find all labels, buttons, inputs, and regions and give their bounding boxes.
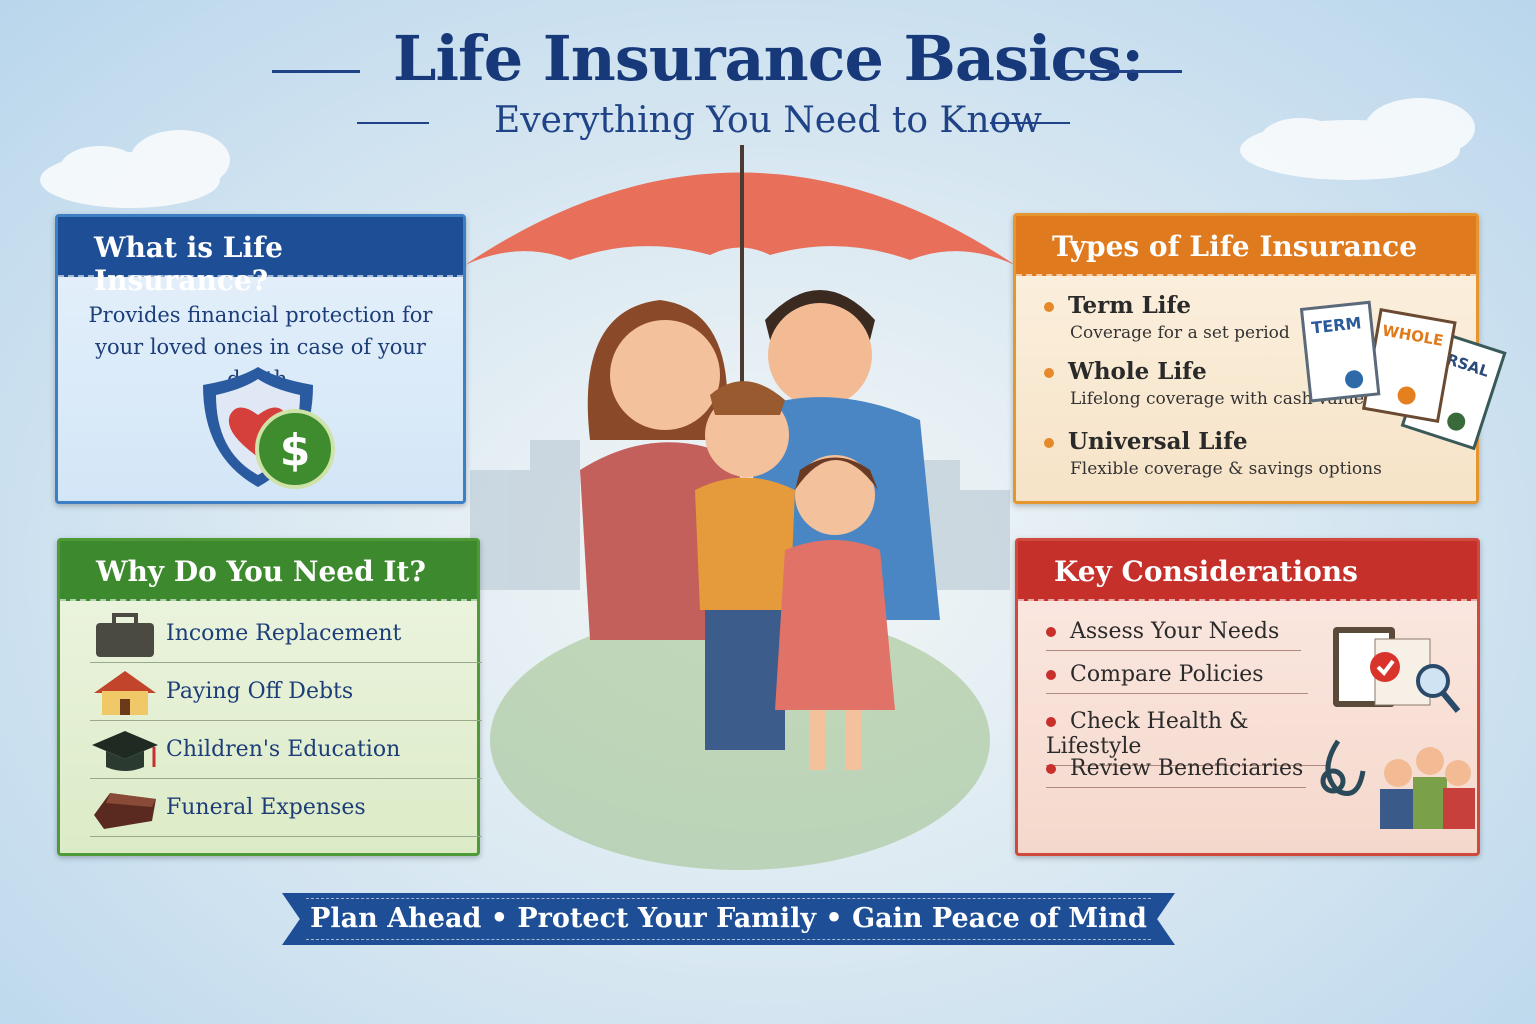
type-universal: Universal Life Flexible coverage & saving… xyxy=(1044,428,1382,479)
shield-heart-dollar-icon: $ xyxy=(203,367,335,489)
why-item-education: Children's Education xyxy=(90,721,482,779)
tagline-banner: Plan Ahead • Protect Your Family • Gain … xyxy=(282,893,1175,945)
type-desc: Coverage for a set period xyxy=(1070,323,1290,343)
why-heading: Why Do You Need It? xyxy=(60,541,477,601)
consideration-label: Check Health & Lifestyle xyxy=(1046,709,1249,759)
subtitle-rule-right xyxy=(990,122,1070,124)
why-item-label: Paying Off Debts xyxy=(166,679,354,704)
type-term: Term Life Coverage for a set period xyxy=(1044,292,1290,343)
type-desc: Lifelong coverage with cash value xyxy=(1070,389,1365,409)
consideration-label: Review Beneficiaries xyxy=(1070,756,1304,781)
consideration-label: Assess Your Needs xyxy=(1070,619,1280,644)
what-is-text: Provides financial protection for your l… xyxy=(88,303,433,391)
title-rule-left xyxy=(272,70,360,73)
tagline-text: Plan Ahead • Protect Your Family • Gain … xyxy=(310,903,1147,934)
casket-icon xyxy=(94,792,156,829)
type-name: Whole Life xyxy=(1068,358,1207,385)
types-card: Types of Life Insurance Term Life Coverag… xyxy=(1013,213,1507,504)
policy-documents-icon: VERSAL WHOLE TERM xyxy=(1299,300,1507,451)
type-whole: Whole Life Lifelong coverage with cash va… xyxy=(1044,358,1364,409)
graduation-cap-icon xyxy=(92,730,158,771)
what-is-heading: What is Life Insurance? xyxy=(58,217,463,297)
clipboard-magnifier-icon xyxy=(1333,627,1461,713)
stethoscope-family-icon xyxy=(1320,739,1475,829)
consideration-label: Compare Policies xyxy=(1070,662,1264,687)
consideration-item: Check Health & Lifestyle xyxy=(1046,709,1326,766)
consideration-item: Review Beneficiaries xyxy=(1046,756,1306,788)
what-is-card: What is Life Insurance? Provides financi… xyxy=(55,214,466,504)
why-item-income: Income Replacement xyxy=(90,605,482,663)
consideration-item: Compare Policies xyxy=(1046,662,1308,694)
why-item-debts: Paying Off Debts xyxy=(90,663,482,721)
type-name: Term Life xyxy=(1068,292,1192,319)
types-heading: Types of Life Insurance xyxy=(1016,216,1476,276)
page-title: Life Insurance Basics: xyxy=(392,22,1144,95)
house-icon xyxy=(94,670,156,715)
considerations-heading: Key Considerations xyxy=(1018,541,1477,601)
consideration-item: Assess Your Needs xyxy=(1046,619,1301,651)
why-item-label: Children's Education xyxy=(166,737,401,762)
why-card: Why Do You Need It? Income Replacement P… xyxy=(57,538,482,856)
why-item-label: Income Replacement xyxy=(166,621,402,646)
family-umbrella-illustration xyxy=(465,145,1015,870)
title-rule-right xyxy=(1062,70,1182,73)
why-item-funeral: Funeral Expenses xyxy=(90,779,482,837)
subtitle-rule-left xyxy=(357,122,429,124)
why-item-label: Funeral Expenses xyxy=(166,795,366,820)
type-desc: Flexible coverage & savings options xyxy=(1070,459,1382,479)
page-subtitle: Everything You Need to Know xyxy=(494,100,1042,141)
svg-text:$: $ xyxy=(280,425,311,476)
considerations-card: Key Considerations Assess Your Needs Com… xyxy=(1015,538,1480,856)
briefcase-icon xyxy=(96,612,154,657)
type-name: Universal Life xyxy=(1068,428,1248,455)
